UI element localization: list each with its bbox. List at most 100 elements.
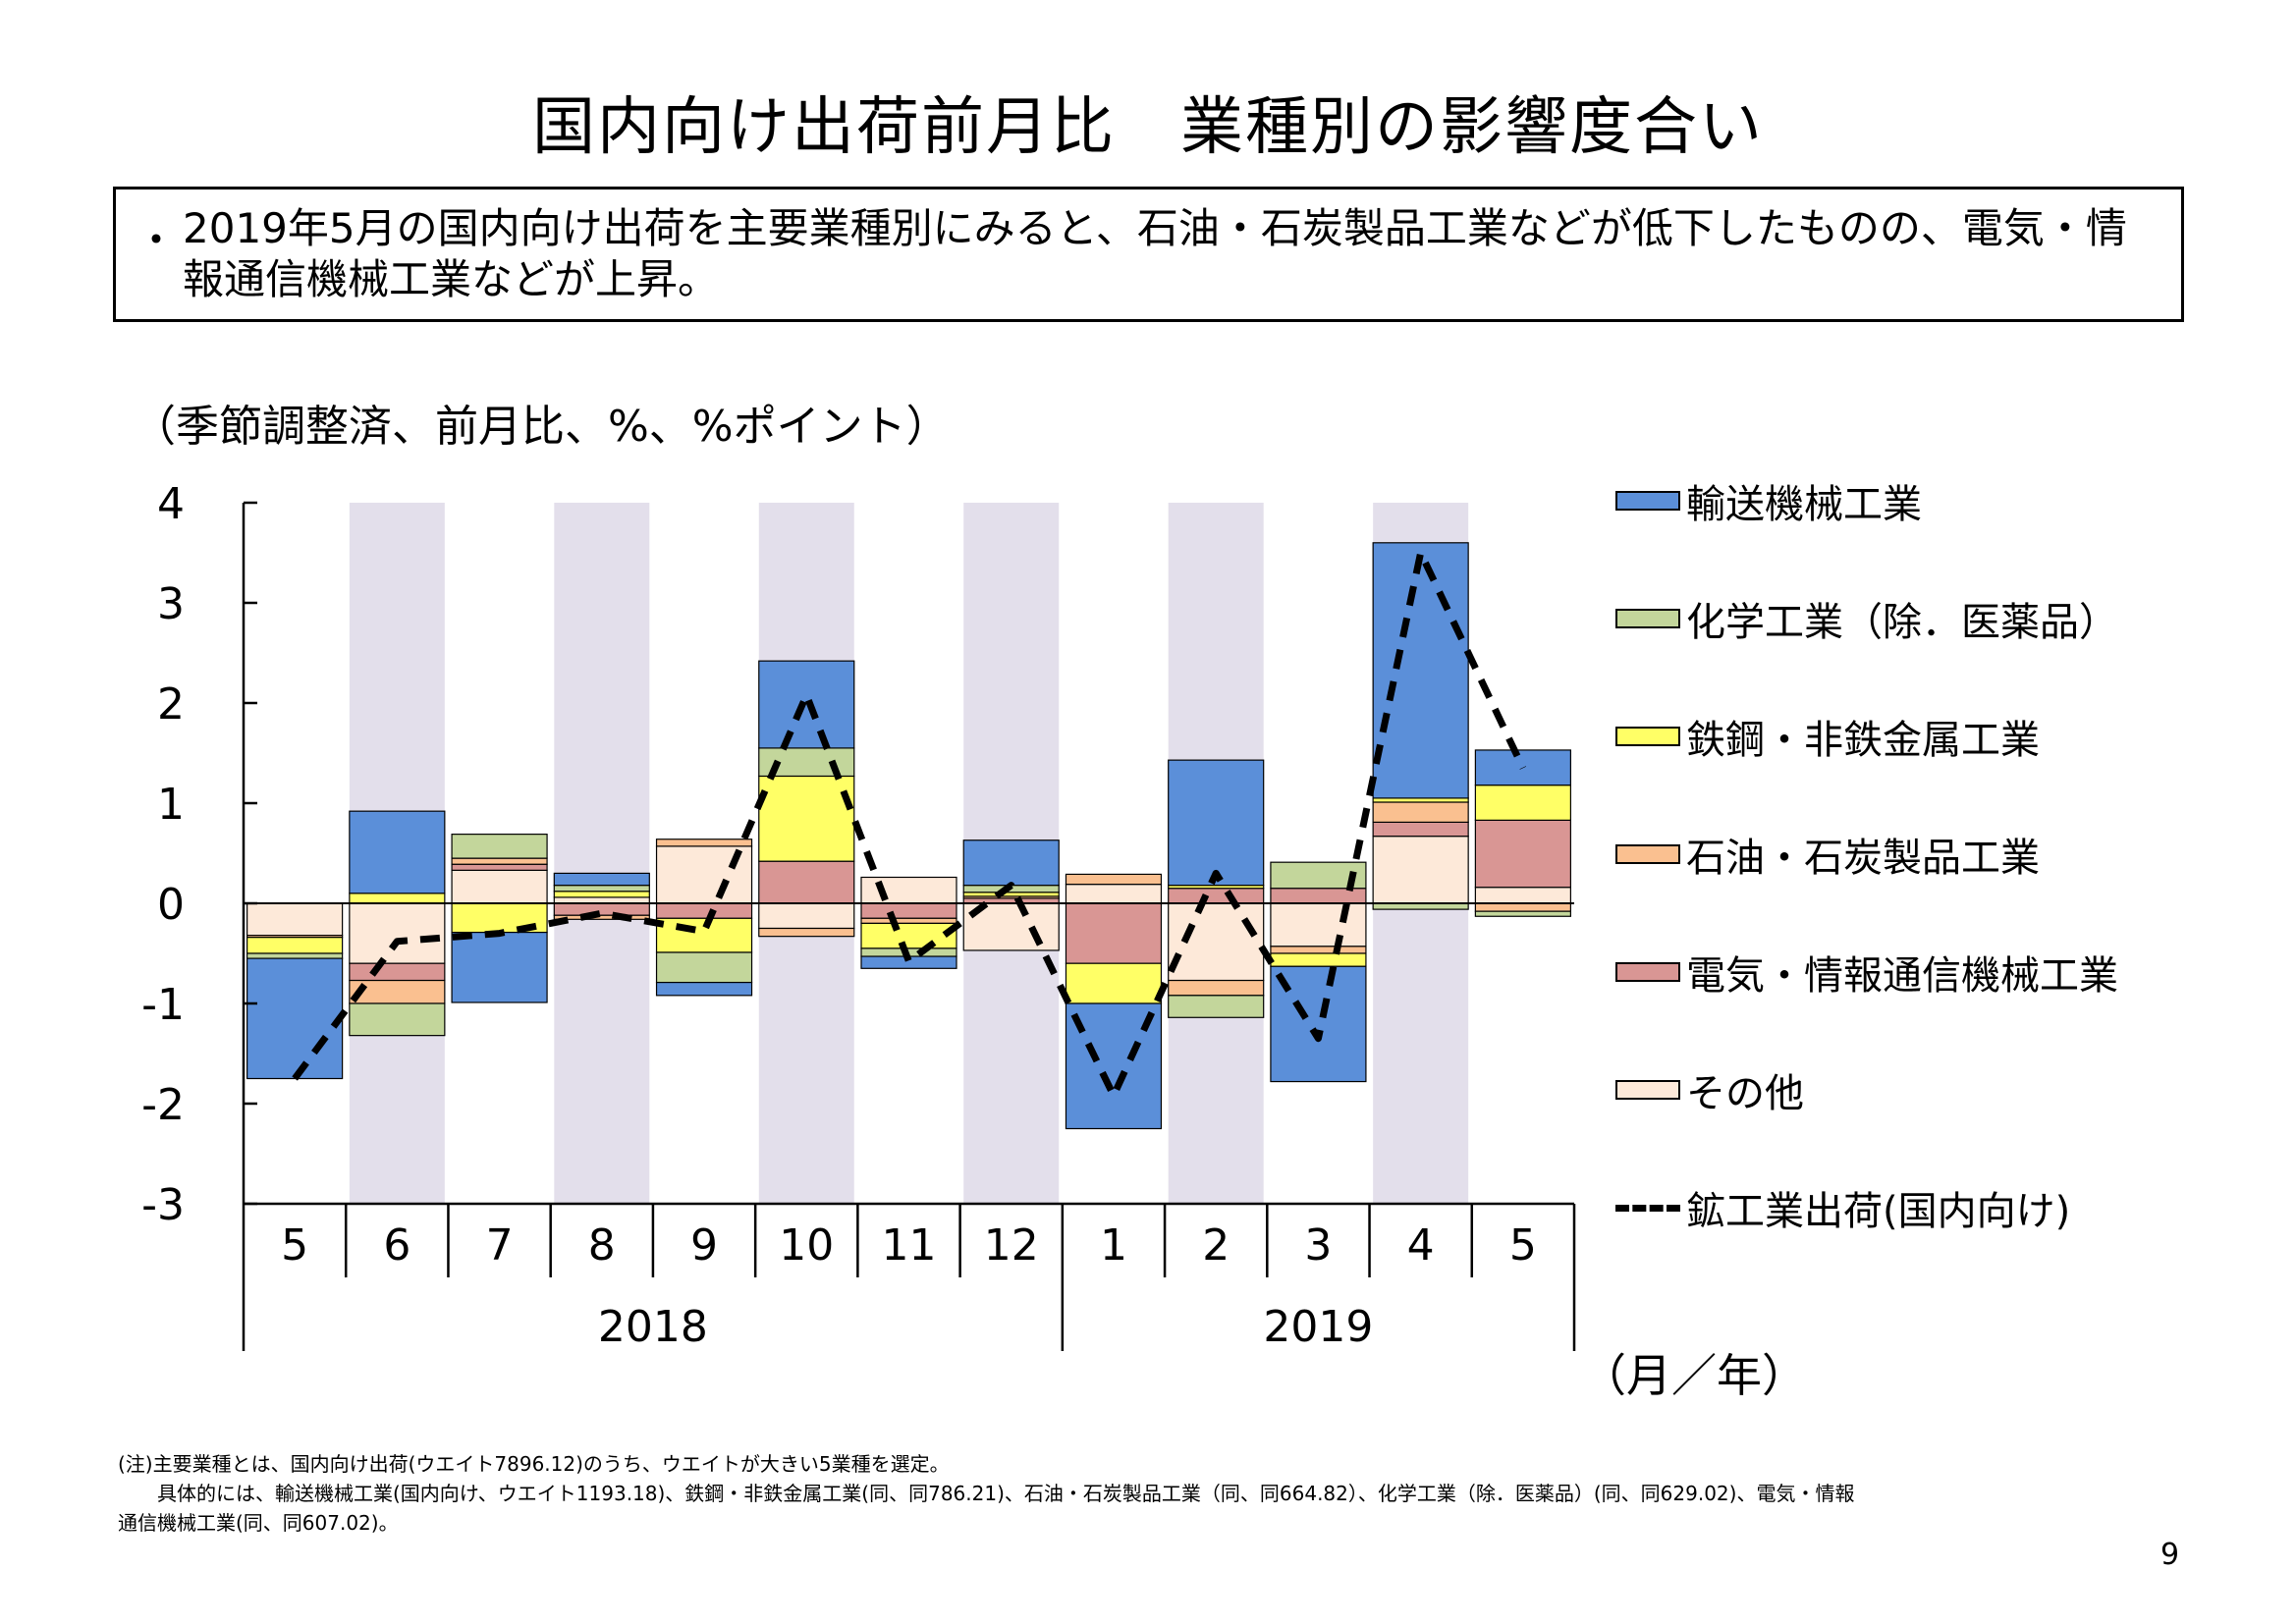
bar-segment: [1065, 962, 1163, 1004]
bar-segment: [962, 839, 1060, 887]
legend-label: 輸送機械工業: [1686, 482, 1922, 527]
summary-bullet: ・: [136, 216, 178, 264]
bar-segment: [1270, 952, 1367, 967]
x-tick-label: 5: [281, 1220, 308, 1271]
x-tick-label: 5: [1509, 1220, 1537, 1271]
bar-segment: [553, 872, 650, 887]
bar-segment: [1372, 542, 1469, 799]
bar-segment: [962, 892, 1060, 897]
legend-label: 電気・情報通信機械工業: [1686, 953, 2118, 999]
bar-segment: [246, 952, 344, 959]
legend-swatch: [1615, 962, 1680, 982]
bar-segment: [451, 857, 548, 865]
x-tick-label: 7: [486, 1220, 514, 1271]
bar-segment: [451, 869, 548, 904]
shaded-column: [554, 503, 650, 1204]
legend-swatch: [1615, 844, 1680, 864]
bar-segment: [349, 962, 446, 982]
bar-segment: [758, 775, 855, 862]
y-tick-label: -3: [141, 1180, 185, 1230]
legend-item: 化学工業（除．医薬品）: [1615, 589, 2118, 648]
y-tick-label: 4: [157, 479, 185, 529]
bar-segment: [1372, 821, 1469, 838]
bar-segment: [1065, 884, 1163, 904]
bar-segment: [349, 1002, 446, 1037]
bar-segment: [860, 902, 957, 919]
bar-segment: [655, 839, 753, 847]
y-tick-label: 2: [157, 679, 185, 730]
x-tick-label: 2: [1202, 1220, 1230, 1271]
bar-segment: [1474, 785, 1571, 821]
y-tick-label: 3: [157, 579, 185, 629]
bar-segment: [758, 860, 855, 904]
x-tick-label: 9: [690, 1220, 718, 1271]
summary-text: 2019年5月の国内向け出荷を主要業種別にみると、石油・石炭製品工業などが低下し…: [183, 204, 2127, 303]
bar-segment: [860, 876, 957, 904]
bar-segment: [1168, 979, 1265, 997]
year-label: 2019: [1263, 1302, 1373, 1352]
y-tick-label: -2: [141, 1080, 185, 1130]
legend-item: 鉱工業出荷(国内向け): [1615, 1178, 2070, 1237]
bar-segment: [1168, 902, 1265, 982]
bar-segment: [451, 931, 548, 1003]
x-tick-label: 6: [383, 1220, 410, 1271]
legend-line-swatch: [1615, 1204, 1680, 1212]
legend-label: 鉄鋼・非鉄金属工業: [1686, 718, 2040, 763]
bar-segment: [349, 902, 446, 964]
bar-segment: [1474, 910, 1571, 917]
bar-segment: [1474, 902, 1571, 912]
legend-item: 鉄鋼・非鉄金属工業: [1615, 707, 2040, 766]
bar-segment: [246, 957, 344, 1080]
x-axis-unit: （月／年）: [1581, 1349, 1807, 1402]
footnote-line: (注)主要業種とは、国内向け出荷(ウエイト7896.12)のうち、ウエイトが大き…: [118, 1452, 950, 1476]
footnote-line: 具体的には、輸送機械工業(国内向け、ウエイト1193.18)、鉄鋼・非鉄金属工業…: [118, 1482, 1855, 1505]
legend-item: 電気・情報通信機械工業: [1615, 943, 2118, 1001]
legend-item: その他: [1615, 1060, 1804, 1119]
x-tick-label: 12: [984, 1220, 1039, 1271]
bar-segment: [1065, 873, 1163, 886]
axis-layer: [242, 501, 1576, 1351]
bar-segment: [451, 863, 548, 871]
bar-segment: [758, 927, 855, 938]
bar-segment: [1168, 888, 1265, 904]
bar-segment: [553, 885, 650, 893]
bar-segment: [451, 834, 548, 859]
x-tick-label: 10: [779, 1220, 834, 1271]
page-title: 国内向け出荷前月比 業種別の影響度合い: [532, 91, 1764, 164]
x-tick-label: 8: [588, 1220, 616, 1271]
x-tick-label: 11: [882, 1220, 937, 1271]
bar-segment: [349, 893, 446, 904]
bar-segment: [553, 902, 650, 916]
summary-box: ・ 2019年5月の国内向け出荷を主要業種別にみると、石油・石炭製品工業などが低…: [113, 187, 2184, 322]
bar-segment: [655, 981, 753, 997]
legend-swatch: [1615, 491, 1680, 511]
bar-segment: [860, 922, 957, 949]
page-number: 9: [2160, 1538, 2180, 1572]
x-tick-label: 1: [1100, 1220, 1127, 1271]
bar-segment: [246, 937, 344, 954]
legend-label: 化学工業（除．医薬品）: [1686, 600, 2118, 645]
bar-segment: [553, 914, 650, 920]
y-tick-label: -1: [141, 980, 185, 1030]
legend-label: 鉱工業出荷(国内向け): [1686, 1189, 2071, 1234]
year-label: 2018: [598, 1302, 708, 1352]
footnote: (注)主要業種とは、国内向け出荷(ウエイト7896.12)のうち、ウエイトが大き…: [118, 1449, 2200, 1538]
line-series: [292, 549, 1527, 1100]
footnote-line: 通信機械工業(同、同607.02)。: [118, 1511, 399, 1535]
bar-segment: [553, 891, 650, 898]
bar-segment: [655, 902, 753, 919]
legend-swatch: [1615, 609, 1680, 628]
bar-segment: [1372, 801, 1469, 823]
legend-swatch: [1615, 727, 1680, 746]
bar-segment: [1474, 887, 1571, 904]
legend-item: 石油・石炭製品工業: [1615, 825, 2040, 884]
bar-segment: [1168, 759, 1265, 887]
legend-item: 輸送機械工業: [1615, 471, 1922, 530]
y-tick-label: 1: [157, 780, 185, 830]
y-tick-label: 0: [157, 880, 185, 930]
bar-segment: [1270, 902, 1367, 947]
bar-segment: [1474, 819, 1571, 889]
bar-segment: [349, 810, 446, 894]
